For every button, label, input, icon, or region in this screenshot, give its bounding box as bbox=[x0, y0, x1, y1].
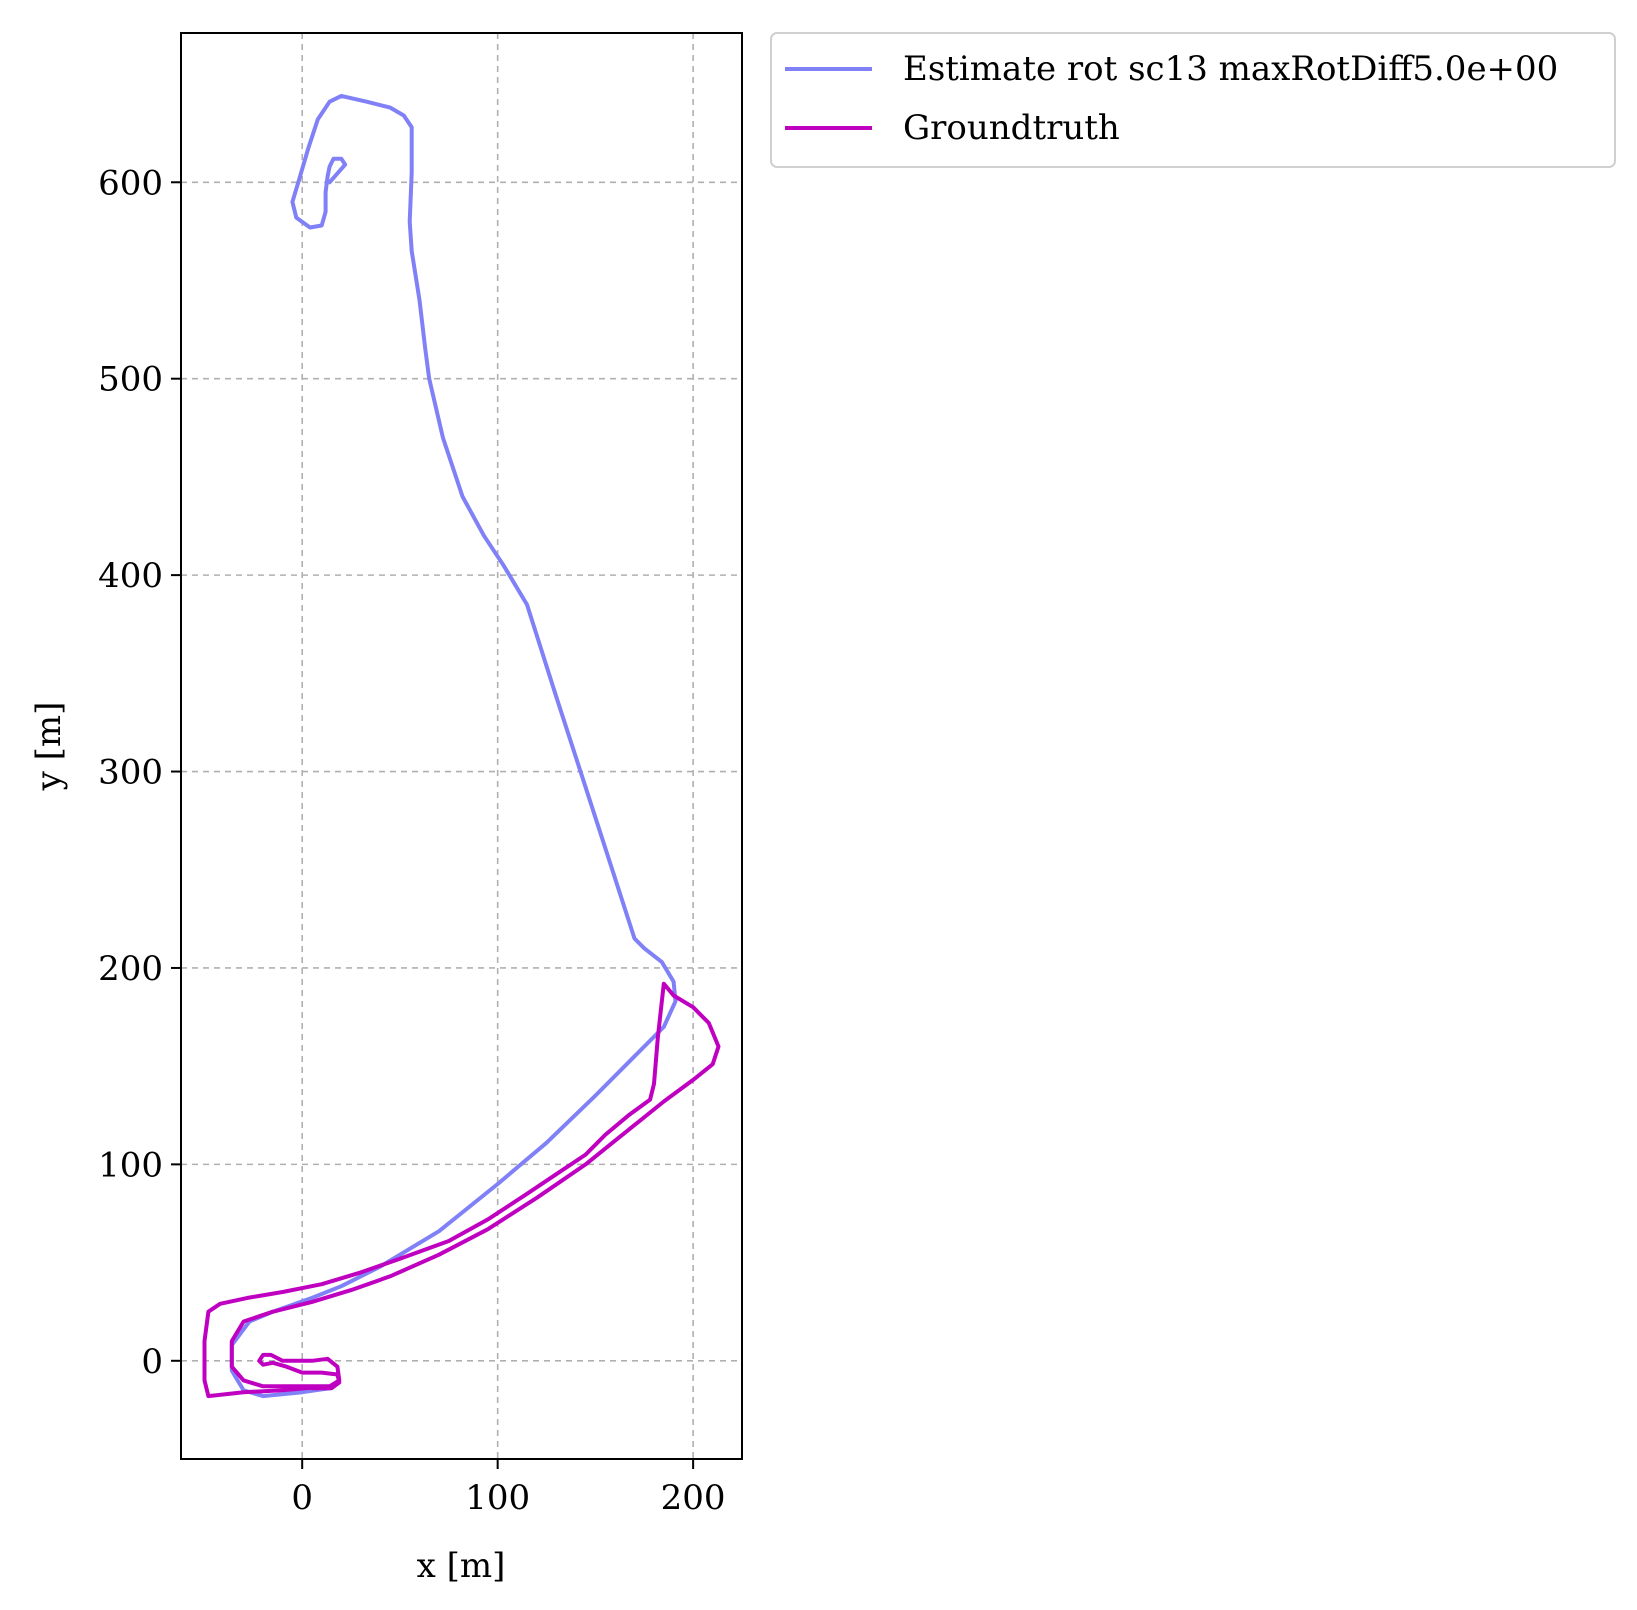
series-lines bbox=[202, 93, 721, 1399]
legend-label-estimate: Estimate rot sc13 maxRotDiff5.0e+00 bbox=[903, 49, 1558, 89]
series-line-groundtruth bbox=[202, 981, 721, 1399]
y-axis-label: y [m] bbox=[29, 702, 69, 792]
legend-box bbox=[770, 32, 1616, 168]
x-tick-label: 0 bbox=[291, 1478, 313, 1518]
legend-label-groundtruth: Groundtruth bbox=[903, 108, 1120, 148]
y-tick-label: 100 bbox=[98, 1145, 163, 1185]
y-tick-label: 600 bbox=[98, 163, 163, 203]
x-axis-label: x [m] bbox=[417, 1546, 506, 1586]
legend: Estimate rot sc13 maxRotDiff5.0e+00 Grou… bbox=[770, 32, 1616, 168]
y-tick-label: 500 bbox=[98, 360, 163, 400]
y-tick-label: 300 bbox=[98, 753, 163, 793]
y-tick-label: 400 bbox=[98, 556, 163, 596]
plot-frame bbox=[180, 32, 743, 1460]
axis-ticks: 0 100 200 0 100 200 300 400 500 600 bbox=[98, 163, 725, 1518]
y-tick-label: 0 bbox=[141, 1342, 163, 1382]
y-tick-label: 200 bbox=[98, 949, 163, 989]
series-line-estimate bbox=[229, 93, 678, 1399]
x-tick-label: 200 bbox=[661, 1478, 726, 1518]
x-tick-label: 100 bbox=[465, 1478, 530, 1518]
